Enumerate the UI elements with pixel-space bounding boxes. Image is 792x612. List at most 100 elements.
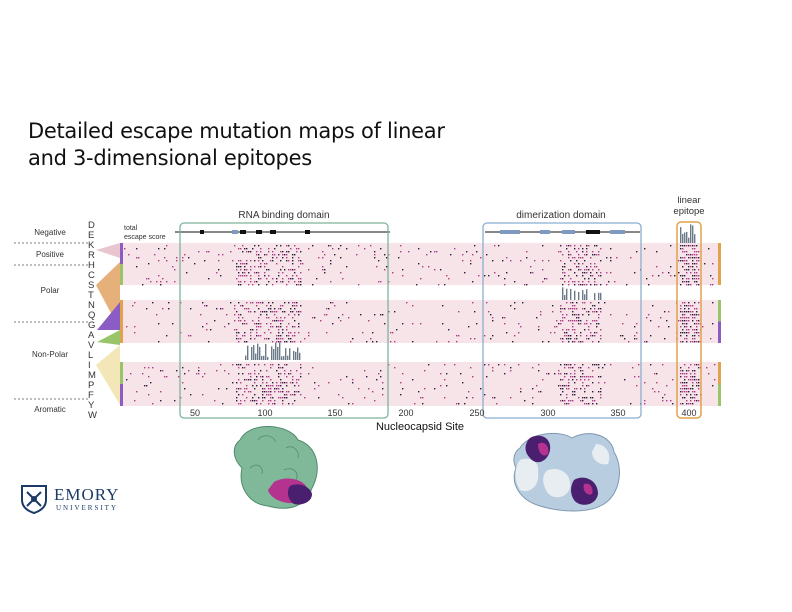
escape-bar — [682, 233, 684, 243]
mutation-mark — [258, 245, 260, 247]
mutation-mark — [690, 305, 692, 307]
mutation-mark — [692, 278, 694, 280]
mutation-mark — [204, 260, 206, 262]
mutation-mark — [262, 400, 264, 402]
mutation-mark — [254, 266, 256, 268]
mutation-mark — [596, 284, 598, 286]
mutation-mark — [568, 379, 570, 381]
mutation-mark — [634, 326, 636, 328]
mutation-mark — [256, 379, 258, 381]
mutation-mark — [176, 257, 178, 259]
mutation-mark — [678, 320, 680, 322]
mutation-mark — [578, 248, 580, 250]
mutation-mark — [578, 341, 580, 343]
mutation-mark — [698, 275, 700, 277]
mutation-mark — [590, 302, 592, 304]
secondary-structure-mark — [305, 230, 310, 234]
mutation-mark — [562, 379, 564, 381]
mutation-mark — [582, 302, 584, 304]
mutation-mark — [290, 332, 292, 334]
mutation-mark — [190, 308, 192, 310]
mutation-mark — [208, 341, 210, 343]
mutation-mark — [564, 308, 566, 310]
mutation-mark — [128, 254, 130, 256]
mutation-mark — [338, 248, 340, 250]
mutation-mark — [686, 254, 688, 256]
mutation-mark — [298, 278, 300, 280]
mutation-mark — [688, 311, 690, 313]
mutation-mark — [444, 397, 446, 399]
mutation-mark — [682, 382, 684, 384]
mutation-mark — [284, 397, 286, 399]
mutation-mark — [638, 364, 640, 366]
mutation-mark — [188, 370, 190, 372]
mutation-mark — [286, 260, 288, 262]
mutation-mark — [690, 379, 692, 381]
mutation-mark — [250, 302, 252, 304]
mutation-mark — [458, 335, 460, 337]
mutation-mark — [590, 308, 592, 310]
mutation-mark — [276, 382, 278, 384]
mutation-mark — [468, 391, 470, 393]
amino-acid-letter: T — [88, 290, 94, 301]
mutation-mark — [198, 367, 200, 369]
mutation-mark — [384, 323, 386, 325]
mutation-mark — [690, 397, 692, 399]
mutation-mark — [268, 329, 270, 331]
mutation-mark — [696, 326, 698, 328]
mutation-mark — [484, 394, 486, 396]
mutation-mark — [684, 257, 686, 259]
mutation-mark — [308, 373, 310, 375]
mutation-mark — [698, 320, 700, 322]
mutation-mark — [422, 266, 424, 268]
mutation-mark — [692, 388, 694, 390]
mutation-mark — [238, 260, 240, 262]
mutation-mark — [274, 391, 276, 393]
mutation-mark — [182, 367, 184, 369]
mutation-mark — [284, 341, 286, 343]
mutation-mark — [134, 302, 136, 304]
mutation-mark — [386, 266, 388, 268]
mutation-mark — [636, 332, 638, 334]
escape-bar — [686, 231, 688, 243]
mutation-mark — [168, 308, 170, 310]
mutation-mark — [706, 367, 708, 369]
mutation-mark — [572, 391, 574, 393]
mutation-mark — [692, 257, 694, 259]
mutation-mark — [262, 391, 264, 393]
mutation-mark — [514, 335, 516, 337]
mutation-mark — [684, 376, 686, 378]
linear-epitope-box — [676, 221, 702, 419]
mutation-mark — [694, 314, 696, 316]
mutation-mark — [606, 272, 608, 274]
mutation-mark — [684, 245, 686, 247]
mutation-mark — [238, 379, 240, 381]
mutation-mark — [288, 302, 290, 304]
mutation-mark — [172, 266, 174, 268]
mutation-mark — [630, 403, 632, 405]
mutation-mark — [288, 281, 290, 283]
mutation-mark — [264, 263, 266, 265]
mutation-mark — [338, 394, 340, 396]
mutation-mark — [610, 257, 612, 259]
mutation-mark — [362, 332, 364, 334]
mutation-mark — [686, 323, 688, 325]
mutation-mark — [420, 323, 422, 325]
mutation-mark — [242, 367, 244, 369]
mutation-mark — [458, 311, 460, 313]
mutation-mark — [292, 260, 294, 262]
mutation-mark — [258, 284, 260, 286]
mutation-mark — [428, 364, 430, 366]
mutation-mark — [538, 364, 540, 366]
mutation-mark — [592, 254, 594, 256]
mutation-mark — [486, 302, 488, 304]
mutation-mark — [574, 320, 576, 322]
mutation-mark — [562, 254, 564, 256]
mutation-mark — [276, 335, 278, 337]
mutation-mark — [598, 314, 600, 316]
mutation-mark — [576, 308, 578, 310]
mutation-mark — [130, 373, 132, 375]
mutation-mark — [604, 382, 606, 384]
mutation-mark — [558, 385, 560, 387]
mutation-mark — [570, 373, 572, 375]
